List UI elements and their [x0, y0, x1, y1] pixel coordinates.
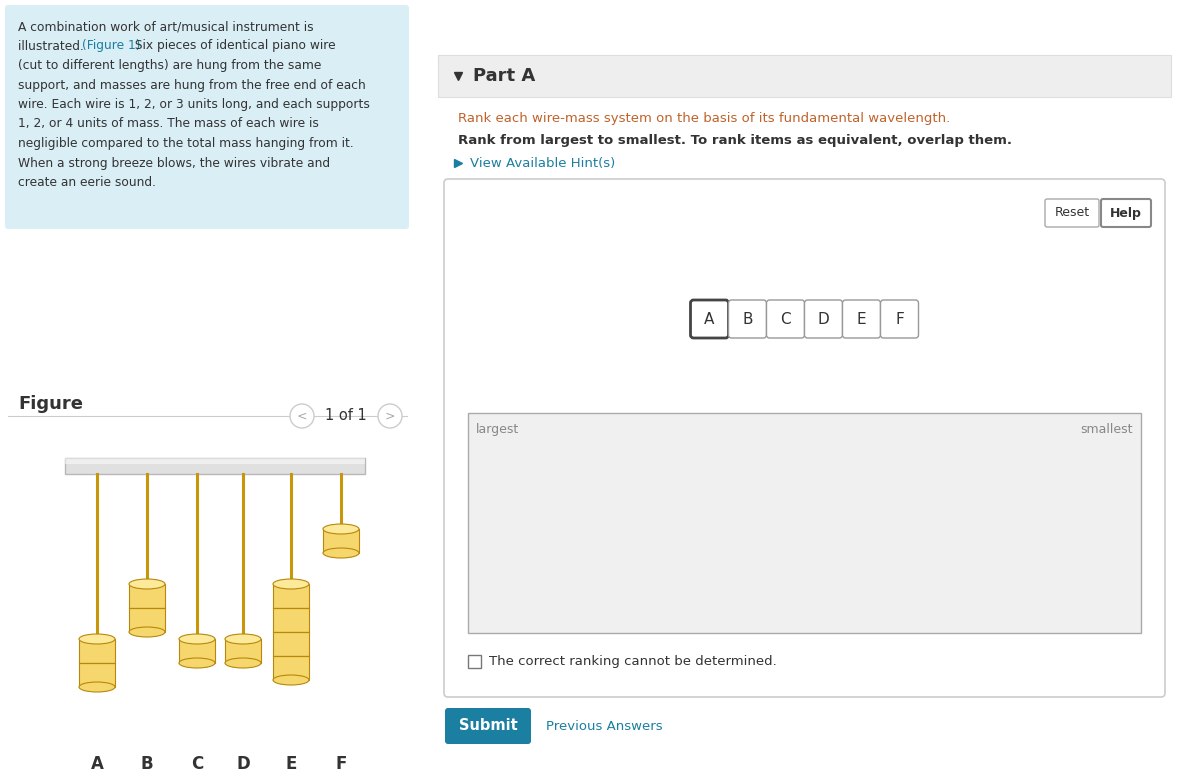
Text: wire. Each wire is 1, 2, or 3 units long, and each supports: wire. Each wire is 1, 2, or 3 units long…: [18, 98, 370, 111]
Bar: [179, 639, 215, 663]
Ellipse shape: [274, 675, 309, 685]
Text: When a strong breeze blows, the wires vibrate and: When a strong breeze blows, the wires vi…: [18, 156, 330, 169]
Bar: [439, 55, 1171, 97]
Ellipse shape: [225, 658, 261, 668]
Text: E: E: [285, 755, 297, 773]
Text: B: B: [743, 312, 752, 326]
FancyBboxPatch shape: [444, 708, 531, 744]
Text: D: D: [817, 312, 829, 326]
Text: negligible compared to the total mass hanging from it.: negligible compared to the total mass ha…: [18, 137, 354, 150]
Ellipse shape: [225, 634, 261, 644]
FancyBboxPatch shape: [5, 5, 409, 229]
FancyBboxPatch shape: [1045, 199, 1099, 227]
Ellipse shape: [323, 548, 358, 558]
Circle shape: [378, 404, 402, 428]
Text: Rank each wire-mass system on the basis of its fundamental wavelength.: Rank each wire-mass system on the basis …: [457, 112, 950, 125]
Text: >: >: [384, 409, 395, 423]
Text: C: C: [191, 755, 203, 773]
Ellipse shape: [323, 524, 358, 534]
Ellipse shape: [179, 658, 215, 668]
Text: A combination work of art/musical instrument is: A combination work of art/musical instru…: [18, 20, 314, 33]
Text: A: A: [704, 312, 714, 326]
Bar: [468, 413, 1141, 633]
Bar: [79, 663, 116, 687]
Text: 1, 2, or 4 units of mass. The mass of each wire is: 1, 2, or 4 units of mass. The mass of ea…: [18, 117, 318, 131]
Text: Reset: Reset: [1054, 207, 1089, 219]
Text: illustrated.: illustrated.: [18, 40, 87, 53]
FancyBboxPatch shape: [729, 300, 766, 338]
Text: C: C: [780, 312, 791, 326]
Text: Figure: Figure: [18, 395, 83, 413]
Ellipse shape: [179, 634, 215, 644]
Text: E: E: [857, 312, 867, 326]
Ellipse shape: [79, 634, 116, 644]
Text: Part A: Part A: [473, 67, 535, 85]
Bar: [129, 608, 165, 632]
Bar: [79, 639, 116, 663]
Text: F: F: [895, 312, 904, 326]
Bar: [65, 458, 365, 474]
Text: Rank from largest to smallest. To rank items as equivalent, overlap them.: Rank from largest to smallest. To rank i…: [457, 134, 1012, 147]
Bar: [65, 458, 365, 464]
Text: 1 of 1: 1 of 1: [325, 409, 367, 423]
FancyBboxPatch shape: [881, 300, 918, 338]
Text: D: D: [236, 755, 250, 773]
Text: Six pieces of identical piano wire: Six pieces of identical piano wire: [131, 40, 336, 53]
Ellipse shape: [129, 579, 165, 589]
FancyBboxPatch shape: [1101, 199, 1151, 227]
Text: (cut to different lengths) are hung from the same: (cut to different lengths) are hung from…: [18, 59, 322, 72]
Text: Help: Help: [1111, 207, 1142, 219]
Text: (Figure 1): (Figure 1): [83, 40, 140, 53]
Text: The correct ranking cannot be determined.: The correct ranking cannot be determined…: [489, 655, 777, 668]
Text: F: F: [335, 755, 347, 773]
FancyBboxPatch shape: [804, 300, 843, 338]
Text: View Available Hint(s): View Available Hint(s): [470, 157, 615, 170]
Text: Submit: Submit: [459, 719, 518, 733]
Bar: [129, 584, 165, 608]
Bar: [323, 529, 358, 553]
FancyBboxPatch shape: [691, 300, 729, 338]
FancyBboxPatch shape: [766, 300, 804, 338]
Text: create an eerie sound.: create an eerie sound.: [18, 176, 156, 189]
Text: support, and masses are hung from the free end of each: support, and masses are hung from the fr…: [18, 78, 365, 92]
Text: smallest: smallest: [1080, 423, 1133, 436]
Bar: [274, 608, 309, 632]
Bar: [274, 632, 309, 656]
Text: B: B: [140, 755, 153, 773]
Text: Previous Answers: Previous Answers: [546, 720, 663, 733]
Ellipse shape: [79, 682, 116, 692]
Text: largest: largest: [476, 423, 519, 436]
FancyBboxPatch shape: [444, 179, 1165, 697]
Ellipse shape: [274, 579, 309, 589]
Circle shape: [290, 404, 314, 428]
Bar: [468, 655, 481, 668]
Text: <: <: [297, 409, 308, 423]
Bar: [274, 584, 309, 608]
Text: A: A: [91, 755, 104, 773]
Bar: [225, 639, 261, 663]
FancyBboxPatch shape: [843, 300, 881, 338]
Ellipse shape: [129, 627, 165, 637]
Bar: [274, 656, 309, 680]
